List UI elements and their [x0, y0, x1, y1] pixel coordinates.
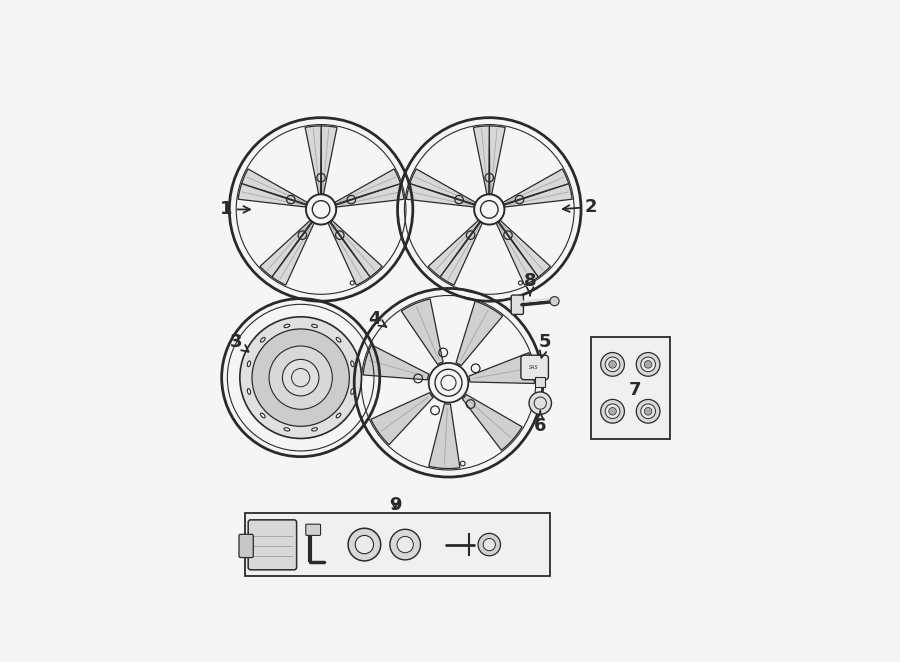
Circle shape	[529, 392, 552, 414]
Polygon shape	[238, 183, 307, 207]
Circle shape	[348, 528, 381, 561]
Ellipse shape	[337, 338, 341, 342]
Text: 7: 7	[628, 381, 641, 399]
Circle shape	[550, 297, 559, 306]
Polygon shape	[473, 126, 490, 195]
Circle shape	[478, 534, 500, 556]
Circle shape	[641, 404, 655, 418]
Polygon shape	[242, 169, 308, 205]
Polygon shape	[328, 222, 370, 285]
Ellipse shape	[248, 389, 250, 395]
Circle shape	[608, 361, 617, 368]
Text: 8: 8	[524, 272, 536, 295]
Text: 5: 5	[539, 333, 552, 357]
Polygon shape	[490, 126, 505, 195]
FancyBboxPatch shape	[511, 295, 524, 314]
Ellipse shape	[351, 361, 354, 367]
Ellipse shape	[337, 413, 341, 418]
Polygon shape	[336, 183, 404, 207]
Text: 2: 2	[562, 198, 598, 216]
FancyBboxPatch shape	[306, 524, 320, 536]
Circle shape	[397, 536, 413, 553]
Bar	[591, 337, 670, 439]
Polygon shape	[428, 404, 460, 469]
Polygon shape	[260, 220, 311, 277]
Polygon shape	[496, 222, 538, 285]
Text: SAS: SAS	[529, 365, 539, 370]
Bar	[536, 377, 545, 387]
Ellipse shape	[284, 324, 290, 328]
Polygon shape	[456, 301, 502, 365]
Polygon shape	[503, 169, 569, 205]
Polygon shape	[272, 222, 314, 285]
Polygon shape	[410, 169, 476, 205]
Ellipse shape	[351, 389, 354, 395]
Polygon shape	[440, 222, 482, 285]
Circle shape	[636, 353, 660, 376]
Circle shape	[239, 317, 362, 438]
Polygon shape	[401, 299, 443, 364]
Polygon shape	[335, 169, 400, 205]
FancyBboxPatch shape	[239, 534, 253, 557]
Text: 4: 4	[368, 310, 386, 328]
Ellipse shape	[284, 428, 290, 431]
Bar	[245, 512, 551, 577]
Circle shape	[636, 399, 660, 423]
Circle shape	[600, 399, 625, 423]
Text: 3: 3	[230, 333, 248, 352]
Text: 9: 9	[389, 496, 401, 514]
Circle shape	[283, 359, 319, 396]
Circle shape	[355, 289, 543, 477]
Ellipse shape	[260, 413, 265, 418]
Ellipse shape	[311, 428, 318, 431]
Circle shape	[605, 357, 620, 372]
Circle shape	[269, 346, 332, 409]
Circle shape	[483, 538, 495, 551]
Circle shape	[608, 408, 617, 415]
Text: 6: 6	[534, 412, 546, 435]
Ellipse shape	[248, 361, 250, 367]
Polygon shape	[330, 220, 382, 277]
Circle shape	[641, 357, 655, 372]
Circle shape	[644, 408, 652, 415]
Polygon shape	[504, 183, 572, 207]
Circle shape	[644, 361, 652, 368]
FancyBboxPatch shape	[248, 520, 297, 570]
Circle shape	[252, 329, 349, 426]
Circle shape	[605, 404, 620, 418]
Circle shape	[390, 530, 420, 560]
Circle shape	[600, 353, 625, 376]
Text: 1: 1	[220, 201, 250, 218]
Polygon shape	[363, 345, 429, 380]
Polygon shape	[463, 395, 522, 450]
Ellipse shape	[260, 338, 265, 342]
Polygon shape	[305, 126, 321, 195]
Circle shape	[356, 536, 373, 553]
Circle shape	[230, 118, 413, 301]
Ellipse shape	[311, 324, 318, 328]
Circle shape	[398, 118, 581, 301]
Polygon shape	[499, 220, 551, 277]
Polygon shape	[428, 220, 480, 277]
Circle shape	[221, 299, 380, 457]
FancyBboxPatch shape	[521, 355, 548, 380]
Polygon shape	[469, 353, 535, 383]
Polygon shape	[371, 393, 433, 445]
Polygon shape	[321, 126, 337, 195]
Polygon shape	[407, 183, 474, 207]
